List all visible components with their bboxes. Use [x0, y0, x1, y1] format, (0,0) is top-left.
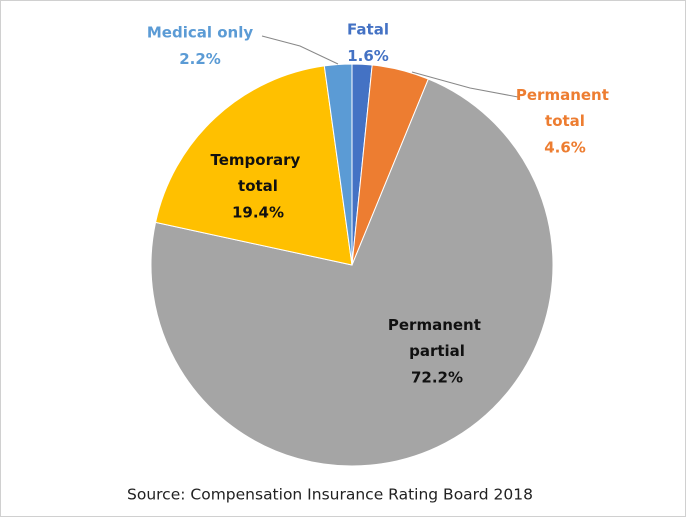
label-line: total [545, 112, 585, 130]
leader-line [261, 35, 339, 65]
value-label: 19.4% [232, 204, 284, 222]
value-label: 2.2% [179, 50, 221, 68]
value-label: 72.2% [411, 369, 463, 387]
label-line: Permanent [388, 316, 486, 334]
category-label: Temporary total [210, 151, 305, 195]
label-line: total [238, 177, 278, 195]
source-note: Source: Compensation Insurance Rating Bo… [127, 486, 533, 504]
leader-line [411, 71, 519, 98]
category-label: Fatal [347, 21, 389, 39]
pie-slice [150, 78, 554, 467]
category-label: Permanent partial [388, 316, 486, 360]
label-line: partial [409, 342, 465, 360]
value-label: 1.6% [347, 47, 389, 65]
label-line: Permanent [516, 86, 614, 104]
category-label: Permanent total [516, 86, 614, 130]
label-line: Temporary [210, 151, 305, 169]
pie-slice [154, 65, 353, 266]
category-label: Medical only [147, 24, 253, 42]
pie-slice [323, 63, 353, 266]
value-label: 4.6% [544, 139, 586, 157]
